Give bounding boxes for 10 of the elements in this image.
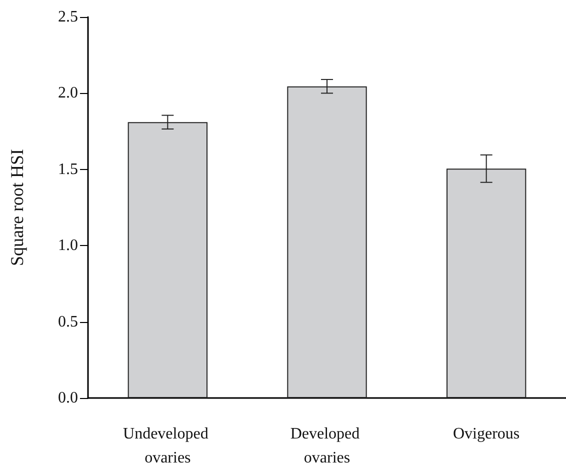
- y-tick-label: 0.5: [58, 313, 78, 330]
- x-tick-label: Ovigerous: [453, 426, 520, 442]
- x-tick-label: Developed ovaries: [290, 426, 364, 466]
- y-tick-label: 2.5: [58, 8, 78, 26]
- y-axis-title: Square root HSI: [7, 149, 27, 266]
- y-tick-label: 1.0: [58, 237, 78, 254]
- y-tick-label: 1.5: [58, 160, 78, 178]
- y-tick-label: 2.0: [58, 84, 78, 102]
- y-tick-label: 0.0: [58, 390, 78, 406]
- x-tick-label: Undeveloped ovaries: [123, 426, 212, 466]
